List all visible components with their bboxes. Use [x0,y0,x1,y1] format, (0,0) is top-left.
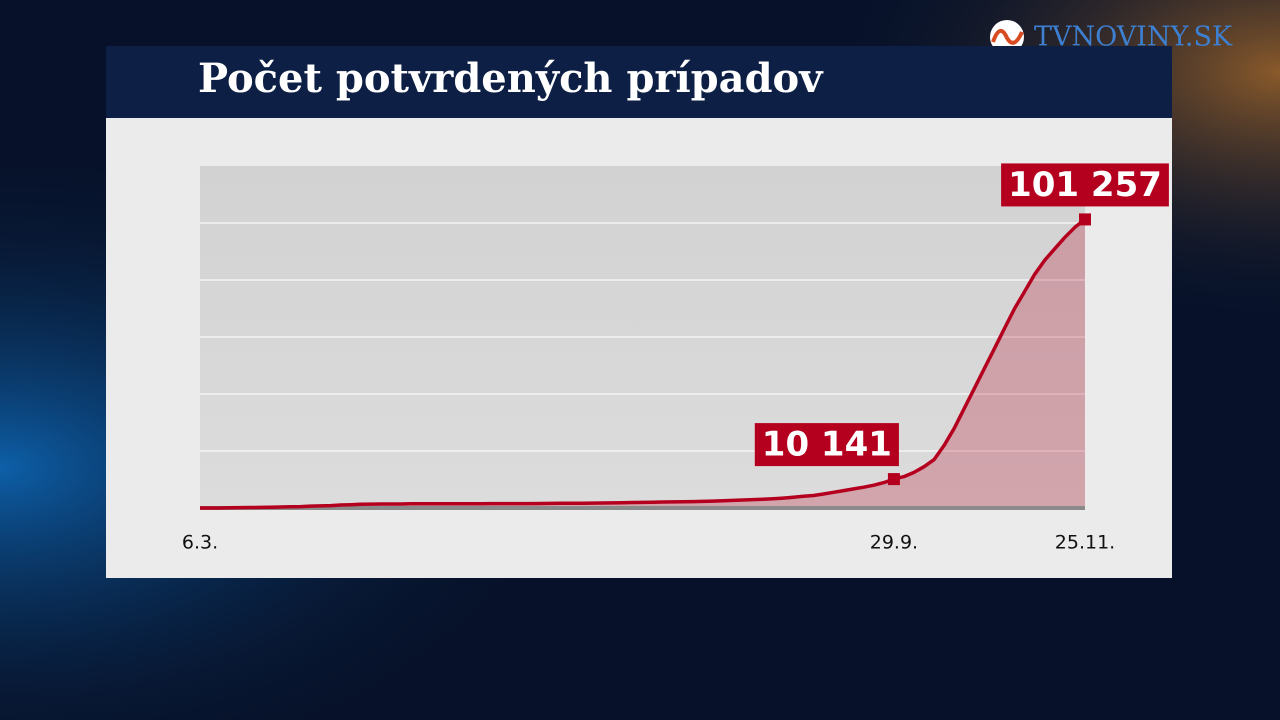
value-label-box [1001,163,1169,207]
chart-title: Počet potvrdených prípadov [198,55,824,102]
logo-icon [991,29,1024,45]
title-bar [106,46,1172,118]
data-point [1079,213,1091,226]
x-tick-label: 25.11. [1055,532,1115,554]
line [200,218,1087,510]
x-tick-label: 6.3. [182,532,218,554]
area [200,219,1085,508]
data-point [887,473,900,486]
value-label: 101 257 [1008,165,1162,205]
x-tick-label: 29.9. [870,532,918,554]
value-label-box [754,423,899,467]
value-label: 10 141 [762,425,892,465]
